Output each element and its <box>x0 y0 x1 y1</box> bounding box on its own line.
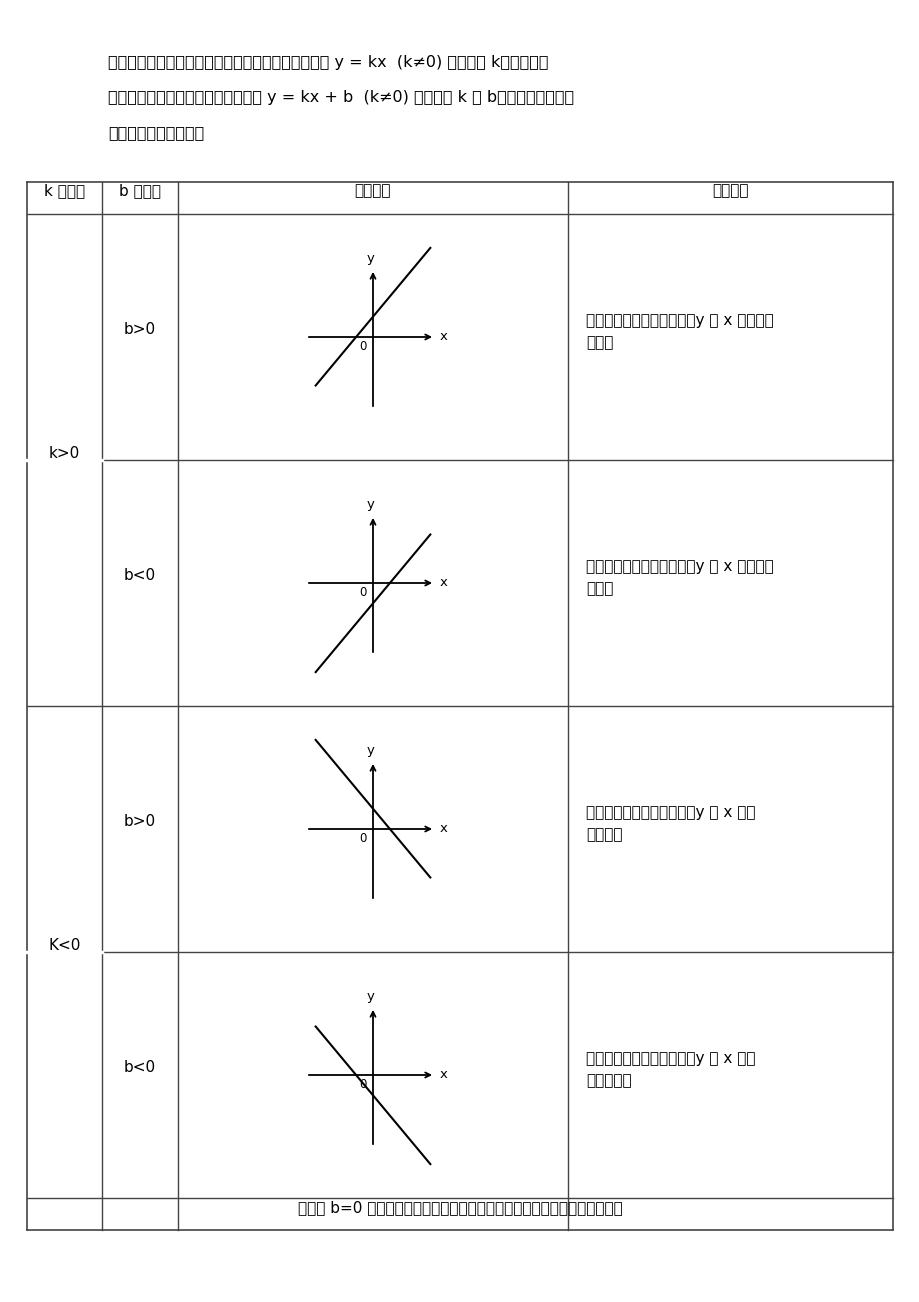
Text: y: y <box>367 743 375 756</box>
Text: y: y <box>367 253 375 266</box>
Text: 0: 0 <box>359 1078 367 1091</box>
Text: 大而减小。: 大而减小。 <box>585 1074 631 1088</box>
Text: b<0: b<0 <box>124 1061 156 1075</box>
Text: x: x <box>439 823 448 836</box>
Text: 图像特征: 图像特征 <box>711 184 748 198</box>
Text: b<0: b<0 <box>124 569 156 583</box>
Text: 增大。: 增大。 <box>585 582 613 596</box>
Text: b>0: b>0 <box>124 815 156 829</box>
Text: 图像经过一、二、三象限，y 随 x 的增大而: 图像经过一、二、三象限，y 随 x 的增大而 <box>585 314 773 328</box>
Text: 图像经过二、三、四象限，y 随 x 的增: 图像经过二、三、四象限，y 随 x 的增 <box>585 1052 754 1066</box>
Text: 0: 0 <box>359 586 367 599</box>
Text: 0: 0 <box>359 340 367 353</box>
Text: 大而减小: 大而减小 <box>585 828 622 842</box>
Text: 增大。: 增大。 <box>585 336 613 350</box>
Text: 注：当 b=0 时，一次函数变为正比例函数，正比例函数是一次函数的特例。: 注：当 b=0 时，一次函数变为正比例函数，正比例函数是一次函数的特例。 <box>298 1200 621 1216</box>
Text: b>0: b>0 <box>124 323 156 337</box>
Text: 确定一个正比例函数，就是要确定正比例函数定义式 y = kx  (k≠0) 中的常数 k。确定一个: 确定一个正比例函数，就是要确定正比例函数定义式 y = kx (k≠0) 中的常… <box>108 55 548 70</box>
Text: 般方法是待定系数法。: 般方法是待定系数法。 <box>108 125 204 141</box>
Text: 函数图像: 函数图像 <box>355 184 391 198</box>
Text: y: y <box>367 497 375 510</box>
Text: x: x <box>439 331 448 344</box>
Text: y: y <box>367 990 375 1003</box>
Text: 0: 0 <box>359 832 367 845</box>
Text: 图像经过一、三、四象限，y 随 x 的增大而: 图像经过一、三、四象限，y 随 x 的增大而 <box>585 560 773 574</box>
Text: x: x <box>439 1069 448 1082</box>
Text: 一次函数，需要确定一次函数定义式 y = kx + b  (k≠0) 中的常数 k 和 b。解这类问题的一: 一次函数，需要确定一次函数定义式 y = kx + b (k≠0) 中的常数 k… <box>108 90 573 105</box>
Text: k>0: k>0 <box>49 445 80 461</box>
Text: K<0: K<0 <box>49 937 81 953</box>
Text: k 的符号: k 的符号 <box>44 184 85 198</box>
Text: 图像经过一、二、四象限，y 随 x 的增: 图像经过一、二、四象限，y 随 x 的增 <box>585 806 754 820</box>
Text: x: x <box>439 577 448 590</box>
Text: b 的符号: b 的符号 <box>119 184 161 198</box>
